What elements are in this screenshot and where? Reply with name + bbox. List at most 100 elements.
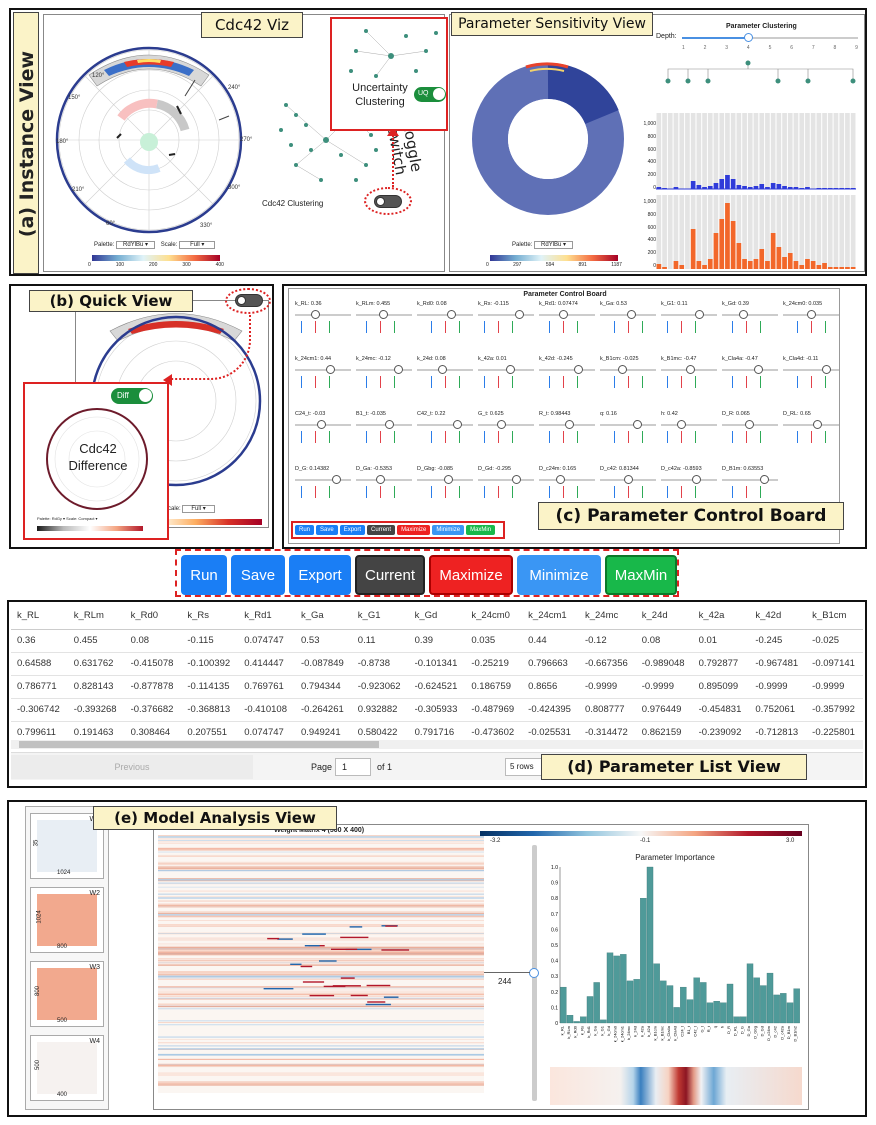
parameter-slider[interactable]: B1_t: -0.035 [356, 411, 416, 447]
hist-bar-blue[interactable] [747, 187, 753, 189]
hist-bar-orange[interactable] [759, 249, 765, 269]
slider-track[interactable] [661, 475, 717, 484]
parameter-slider[interactable]: G_t: 0.625 [478, 411, 538, 447]
weight-thumbnail[interactable]: W1351024 [30, 813, 104, 879]
parameter-slider[interactable]: R_t: 0.98443 [539, 411, 599, 447]
hist-bar-orange[interactable] [827, 267, 833, 269]
importance-bar[interactable] [653, 963, 660, 1024]
slider-thumb[interactable] [695, 310, 704, 319]
importance-bar[interactable] [626, 980, 634, 1024]
hist-bar-orange[interactable] [690, 229, 696, 269]
slider-track[interactable] [295, 310, 351, 319]
parameter-slider[interactable]: k_Cla4d: -0.11 [783, 356, 843, 392]
importance-bar[interactable] [573, 1021, 580, 1024]
slider-track[interactable] [417, 365, 473, 374]
hist-bar-orange[interactable] [747, 261, 753, 269]
export-button[interactable]: Export [289, 555, 351, 595]
importance-bar[interactable] [786, 1002, 794, 1024]
importance-bar[interactable] [606, 952, 614, 1024]
hist-bar-orange[interactable] [850, 267, 856, 269]
hist-bar-orange[interactable] [765, 261, 770, 269]
parameter-slider[interactable]: k_24mc: -0.12 [356, 356, 416, 392]
hist-bar-orange[interactable] [702, 265, 707, 269]
hist-bar-blue[interactable] [782, 186, 787, 189]
slider-thumb[interactable] [512, 475, 521, 484]
diff-toggle[interactable]: Diff [111, 388, 153, 404]
hist-bar-blue[interactable] [759, 184, 765, 189]
hist-bar-orange[interactable] [776, 247, 782, 269]
slider-thumb[interactable] [394, 365, 403, 374]
slider-thumb[interactable] [822, 365, 831, 374]
parameter-slider[interactable]: k_Rd0: 0.08 [417, 301, 477, 337]
importance-bar[interactable] [733, 1016, 740, 1024]
hist-bar-orange[interactable] [810, 261, 816, 269]
slider-track[interactable] [539, 365, 595, 374]
hist-bar-orange[interactable] [713, 233, 719, 269]
slider-thumb[interactable] [565, 420, 574, 429]
importance-bar[interactable] [686, 999, 694, 1024]
hist-bar-blue[interactable] [736, 185, 742, 189]
slider-track[interactable] [722, 475, 778, 484]
slider-thumb[interactable] [438, 365, 447, 374]
parameter-slider[interactable]: D_Ga: -0.5353 [356, 466, 416, 502]
slider-thumb[interactable] [739, 310, 748, 319]
slider-thumb[interactable] [515, 310, 524, 319]
weight-matrix-heatmap[interactable] [158, 835, 484, 1093]
sensitivity-histograms[interactable] [656, 101, 862, 271]
slider-track[interactable] [417, 475, 473, 484]
hist-bar-orange[interactable] [707, 259, 713, 269]
table-row[interactable]: 0.64588 0.631762 -0.415078 -0.100392 0.41444… [11, 652, 863, 676]
palette-select[interactable]: RdYlBu ▾ [116, 241, 156, 249]
parameter-slider[interactable]: k_Ga: 0.53 [600, 301, 660, 337]
parameter-slider[interactable]: k_24cm1: 0.44 [295, 356, 355, 392]
importance-bar[interactable] [646, 866, 654, 1024]
column-header[interactable]: k_Rs [181, 604, 239, 630]
hist-bar-orange[interactable] [770, 233, 776, 269]
importance-bar[interactable] [713, 1001, 720, 1024]
hist-bar-orange[interactable] [742, 259, 747, 269]
difference-radial[interactable] [27, 404, 167, 514]
hist-bar-blue[interactable] [690, 181, 696, 189]
hist-bar-blue[interactable] [805, 187, 810, 189]
slider-track[interactable] [539, 420, 595, 429]
parameter-importance-chart[interactable]: 0 0.1 0.2 0.3 0.4 0.5 0.6 0.7 0.8 0.9 1.0 k_RL k_RLm… [544, 863, 806, 1061]
hist-bar-orange[interactable] [725, 203, 730, 269]
importance-bar[interactable] [740, 1016, 747, 1024]
hist-bar-orange[interactable] [782, 257, 787, 269]
cdc42-radial-plot[interactable] [49, 20, 249, 250]
importance-bar[interactable] [753, 977, 760, 1024]
slider-track[interactable] [478, 420, 534, 429]
cdc42-clustering-graph[interactable] [266, 85, 386, 195]
slider-thumb[interactable] [807, 310, 816, 319]
hist-bar-orange[interactable] [839, 267, 845, 269]
importance-bar[interactable] [720, 1002, 727, 1024]
hist-bar-orange[interactable] [822, 263, 827, 269]
hist-bar-orange[interactable] [753, 259, 759, 269]
depth-slider-thumb[interactable] [744, 33, 753, 42]
column-header[interactable]: k_24cm0 [465, 604, 523, 630]
hist-bar-orange[interactable] [787, 253, 793, 269]
slider-thumb[interactable] [332, 475, 341, 484]
column-header[interactable]: k_G1 [351, 604, 409, 630]
hist-bar-orange[interactable] [805, 259, 810, 269]
hist-bar-blue[interactable] [673, 187, 679, 189]
hist-bar-orange[interactable] [673, 261, 679, 269]
importance-bar[interactable] [780, 993, 787, 1024]
column-header[interactable]: k_Rd1 [238, 604, 295, 630]
slider-track[interactable] [661, 420, 717, 429]
parameter-slider[interactable]: D_c24m: 0.165 [539, 466, 599, 502]
slider-track[interactable] [478, 365, 534, 374]
palette-select[interactable]: RdYlBu ▾ [534, 241, 574, 249]
parameter-slider[interactable]: k_24d: 0.08 [417, 356, 477, 392]
hist-bar-orange[interactable] [730, 221, 736, 269]
current-button[interactable]: Current [355, 555, 425, 595]
hist-bar-blue[interactable] [742, 186, 747, 189]
column-header[interactable]: k_RL [11, 604, 68, 630]
hist-bar-blue[interactable] [770, 183, 776, 189]
param-dendrogram[interactable] [658, 59, 858, 89]
slider-track[interactable] [356, 420, 412, 429]
slider-thumb[interactable] [633, 420, 642, 429]
slider-track[interactable] [722, 365, 778, 374]
uncertainty-network[interactable] [336, 21, 446, 81]
hist-bar-blue[interactable] [776, 184, 782, 189]
